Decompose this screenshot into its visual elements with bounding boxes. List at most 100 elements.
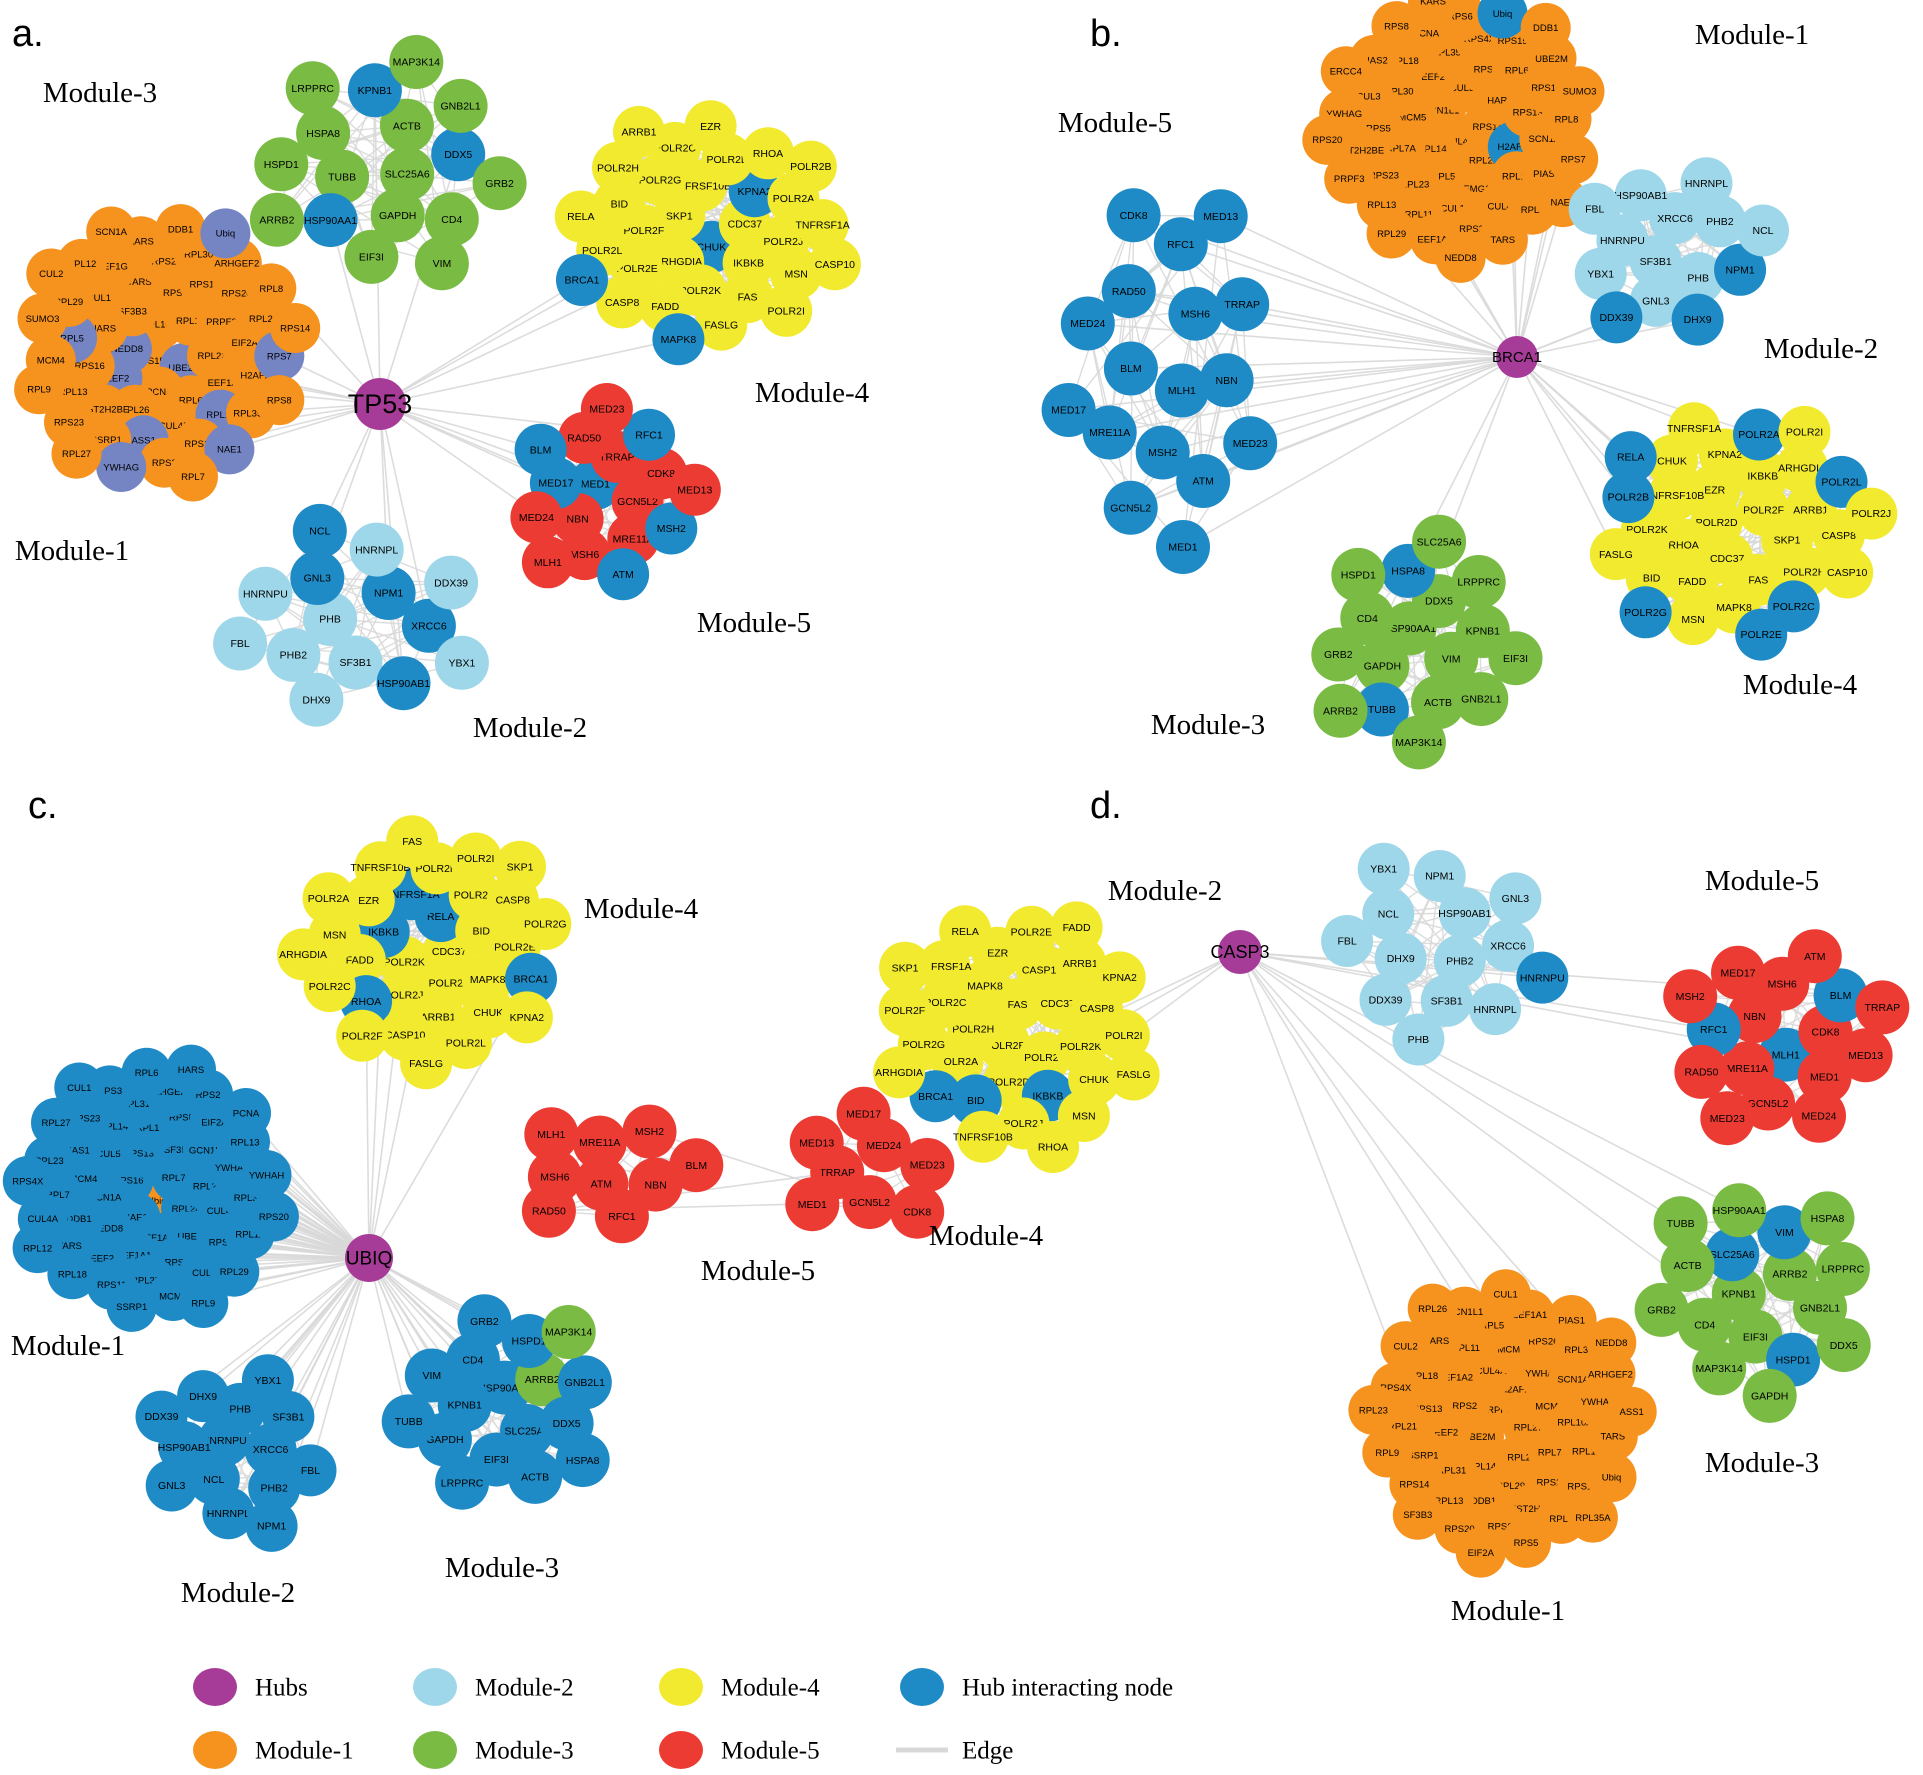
node-label-CASP8: CASP8 [1080, 1003, 1115, 1015]
node-label-CUL2: CUL2 [1393, 1341, 1417, 1352]
node-SF3B1 [328, 635, 383, 690]
node-FASLG [400, 1037, 453, 1090]
node-label-RPL14: RPL14 [99, 1121, 128, 1132]
node-label-PHB: PHB [1408, 1034, 1430, 1046]
node-label-POLR2L: POLR2L [582, 245, 622, 257]
node-label-PHB2: PHB2 [1446, 956, 1474, 968]
hub-node-UBIQ [345, 1234, 393, 1282]
node-label-YWHAG: YWHAG [1326, 109, 1362, 120]
node-label-RPL18: RPL18 [1409, 1371, 1438, 1382]
node-label-POLR2D: POLR2D [1696, 517, 1738, 529]
node-MLH1 [1154, 363, 1209, 418]
node-POLR2I [760, 284, 813, 337]
edge [1516, 356, 1630, 498]
node-label-RPL30: RPL30 [234, 1193, 263, 1204]
node-label-GCN5L2: GCN5L2 [849, 1197, 890, 1209]
node-HSP90AA1 [1712, 1183, 1767, 1238]
node-label-RPS11: RPS11 [1531, 83, 1560, 94]
node-label-ARHGDIA: ARHGDIA [279, 949, 327, 961]
node-label-POLR2E: POLR2E [616, 263, 657, 275]
node-PRPF3 [1324, 153, 1375, 204]
legend-label-Module-3: Module-3 [475, 1737, 574, 1764]
node-RHOA [1027, 1121, 1079, 1173]
node-label-YWHAG: YWHAG [1581, 1397, 1617, 1408]
node-label-RPL12: RPL12 [1502, 172, 1531, 183]
node-label-RPL26: RPL26 [1418, 1304, 1447, 1315]
node-label-VIM: VIM [433, 258, 452, 270]
node-label-CUL4B: CUL4B [207, 1206, 238, 1217]
node-label-PIAS2: PIAS2 [1361, 55, 1388, 66]
node-label-DHX9: DHX9 [1387, 953, 1415, 965]
node-label-NBN: NBN [1216, 375, 1238, 387]
edge [280, 163, 443, 264]
node-MED23 [1223, 416, 1278, 471]
node-label-RPL29: RPL29 [220, 1267, 249, 1278]
node-label-MLH1: MLH1 [537, 1129, 565, 1141]
node-HNRNPL [1469, 983, 1522, 1036]
node-label-HIST2H2BE: HIST2H2BE [78, 405, 130, 416]
node-label-POLR2H: POLR2H [1783, 567, 1825, 579]
node-label-YBX1: YBX1 [1587, 269, 1614, 281]
edge [370, 90, 376, 257]
node-label-YWHAG: YWHAG [215, 1163, 251, 1174]
node-label-CUL1: CUL1 [87, 293, 111, 304]
node-label-RPS15A: RPS15A [135, 356, 172, 367]
node-label-POLR2B: POLR2B [790, 161, 831, 173]
node-label-XRCC6: XRCC6 [1490, 940, 1526, 952]
node-label-GNB2L1: GNB2L1 [565, 1377, 605, 1389]
node-RELA [554, 190, 607, 243]
hub-node-TP53 [354, 378, 406, 430]
node-BRCA1 [505, 952, 557, 1005]
node-label-TRRAP: TRRAP [599, 452, 635, 464]
node-KARS [1408, 0, 1458, 27]
node-label-YWHAH: YWHAH [249, 1170, 285, 1181]
node-label-TRRAP: TRRAP [1224, 299, 1260, 311]
node-SF3B1 [1420, 974, 1473, 1027]
node-label-MLH1: MLH1 [534, 557, 562, 569]
node-label-RPS26: RPS26 [1528, 1337, 1558, 1348]
node-label-MED13: MED13 [677, 484, 712, 496]
node-label-SSRP1: SSRP1 [116, 1302, 147, 1313]
node-label-TUBB: TUBB [1368, 704, 1396, 716]
node-YBX1 [1574, 247, 1627, 300]
node-XRCC6 [1482, 919, 1534, 972]
node-label-PHB: PHB [229, 1404, 251, 1416]
node-MED24 [1792, 1088, 1846, 1143]
node-label-BID: BID [472, 925, 490, 937]
node-EIF3I [344, 229, 399, 284]
node-label-EEF2: EEF2 [1434, 1428, 1458, 1439]
edge [1347, 940, 1509, 947]
node-label-EEF1A2: EEF1A2 [1438, 1372, 1473, 1383]
node-label-RPL6: RPL6 [1505, 66, 1529, 77]
legend-label-Hub interacting node: Hub interacting node [962, 1674, 1173, 1701]
node-label-SF3B3: SF3B3 [118, 307, 147, 318]
node-ATM [1176, 454, 1231, 508]
node-label-RPL30: RPL30 [1384, 86, 1413, 97]
node-label-FASLG: FASLG [704, 319, 738, 331]
node-label-CD4: CD4 [441, 214, 462, 226]
panel-a-labels-layer: TP53 a. Module-3 Module-1 Module-2 Module-4 Mo… [12, 13, 870, 744]
node-label-TUBB: TUBB [395, 1416, 423, 1428]
node-label-GRB2: GRB2 [470, 1316, 499, 1328]
node-TUBB [381, 1394, 436, 1449]
node-ARRB1 [613, 105, 665, 158]
node-label-FASLG: FASLG [1117, 1069, 1151, 1081]
node-label-GCN5L2: GCN5L2 [1110, 503, 1151, 515]
node-TNFRSF10B [956, 1110, 1009, 1163]
node-label-RPL9: RPL9 [1521, 205, 1545, 216]
node-label-MED17: MED17 [846, 1109, 881, 1121]
node-label-POLR2L: POLR2L [446, 1038, 486, 1050]
edge [267, 1257, 370, 1381]
node-label-HARS: HARS [90, 323, 116, 334]
node-label-SUMO3: SUMO3 [26, 314, 60, 325]
node-label-MSH6: MSH6 [570, 549, 599, 561]
node-label-HSPD1: HSPD1 [511, 1336, 546, 1348]
node-HSP90AB1 [376, 656, 431, 711]
node-GRB2 [457, 1294, 512, 1349]
node-PIAS1 [1546, 1295, 1597, 1345]
node-NBN [628, 1157, 683, 1212]
node-label-CUL4A: CUL4A [1487, 201, 1518, 212]
node-label-RFC1: RFC1 [1167, 239, 1195, 251]
node-FBL [1321, 915, 1374, 967]
node-label-GCN5L2: GCN5L2 [1748, 1098, 1789, 1110]
